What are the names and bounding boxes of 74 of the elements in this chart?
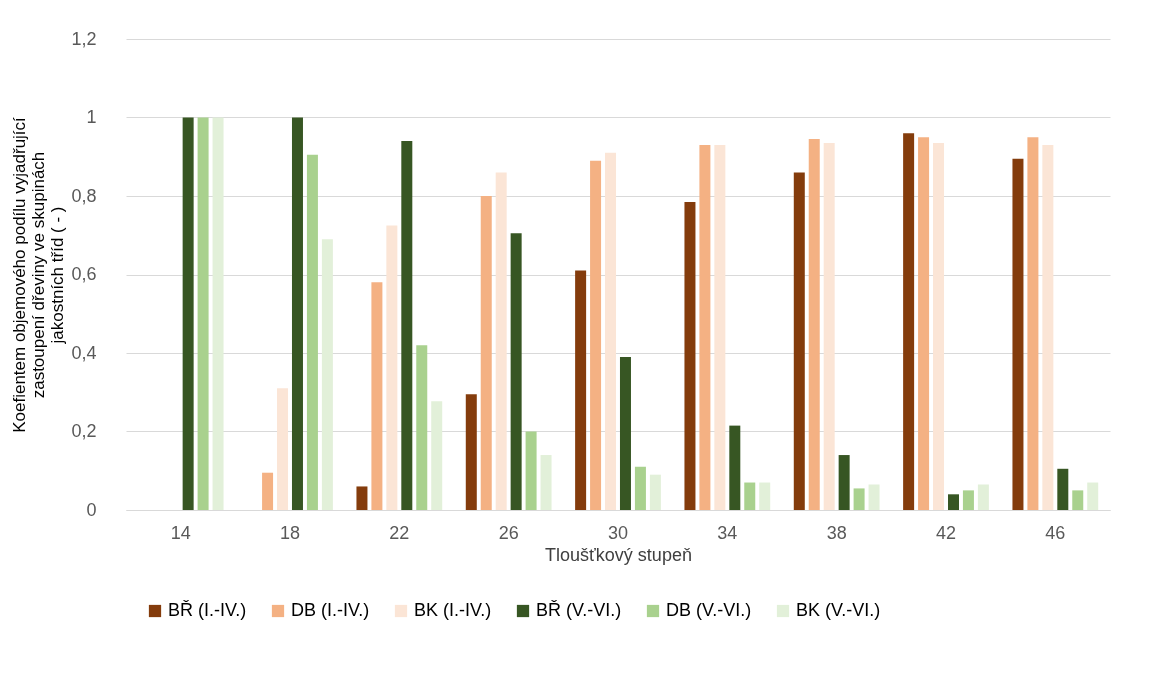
legend-label: BŘ (V.-VI.) <box>536 600 622 620</box>
bar <box>431 401 443 510</box>
bar <box>262 472 274 510</box>
x-tick-label: 26 <box>498 522 519 543</box>
bar <box>182 117 194 510</box>
bar <box>1012 158 1024 510</box>
bar <box>933 143 945 510</box>
bar <box>1087 482 1099 510</box>
x-tick-label: 38 <box>826 522 847 543</box>
bar <box>649 474 661 510</box>
bar <box>853 488 865 510</box>
x-tick-label: 18 <box>279 522 301 543</box>
y-tick-label: 0,8 <box>71 185 97 206</box>
x-tick-label: 30 <box>607 522 629 543</box>
bar <box>759 482 771 510</box>
bar <box>465 394 477 510</box>
bar <box>714 144 726 510</box>
x-tick-label: 22 <box>389 522 410 543</box>
bar <box>962 490 974 510</box>
bar <box>1057 468 1069 510</box>
y-tick-label: 1 <box>86 107 97 127</box>
bar <box>401 141 413 510</box>
bar <box>947 494 959 510</box>
bar <box>729 425 741 510</box>
y-tick-label: 0,2 <box>71 421 97 441</box>
bar <box>575 270 587 510</box>
bar <box>634 466 646 510</box>
bar <box>416 345 428 510</box>
bar <box>823 143 835 510</box>
legend-label: BK (I.-IV.) <box>414 600 492 620</box>
bar <box>540 455 552 510</box>
bar <box>321 239 333 510</box>
bar <box>868 484 880 510</box>
y-tick-label: 0,6 <box>71 264 97 284</box>
y-tick-label: 0 <box>86 499 97 520</box>
legend-label: BK (V.-VI.) <box>796 600 881 620</box>
bar <box>277 388 289 510</box>
bar <box>808 139 820 510</box>
legend-label: DB (I.-IV.) <box>291 600 370 620</box>
y-axis-title: Koefientem objemového podílu vyjadřující zastoupení dřeviny ve skupinách jakostních tříd ( - ) <box>10 116 68 433</box>
x-tick-label: 42 <box>935 522 957 543</box>
x-axis-title: Tloušťkový stupeň <box>545 544 692 565</box>
bar <box>525 431 537 510</box>
bar <box>1072 490 1084 510</box>
bar <box>386 225 398 510</box>
bar <box>918 137 930 510</box>
bar <box>903 133 915 510</box>
legend-label: BŘ (I.-IV.) <box>168 600 247 620</box>
x-tick-label: 34 <box>717 522 738 543</box>
y-tick-label: 1,2 <box>71 28 97 49</box>
bar <box>838 455 850 510</box>
bar <box>495 172 507 510</box>
bar <box>1027 137 1039 510</box>
bar <box>371 282 383 510</box>
bar <box>590 160 602 510</box>
bar <box>480 196 492 510</box>
bar <box>744 482 756 510</box>
bar <box>977 484 989 510</box>
bar <box>793 172 805 510</box>
bar <box>699 144 711 510</box>
bar <box>605 152 617 510</box>
bar <box>212 117 224 510</box>
x-tick-label: 46 <box>1045 522 1066 543</box>
bar <box>510 233 522 510</box>
bar <box>306 154 318 510</box>
bar <box>1042 144 1054 510</box>
bar <box>197 117 209 510</box>
y-tick-label: 0,4 <box>71 342 97 363</box>
x-tick-label: 14 <box>170 522 191 543</box>
bar <box>684 201 696 510</box>
legend-label: DB (V.-VI.) <box>666 600 752 620</box>
bar <box>619 356 631 510</box>
bar <box>356 486 368 510</box>
bar <box>291 117 303 510</box>
